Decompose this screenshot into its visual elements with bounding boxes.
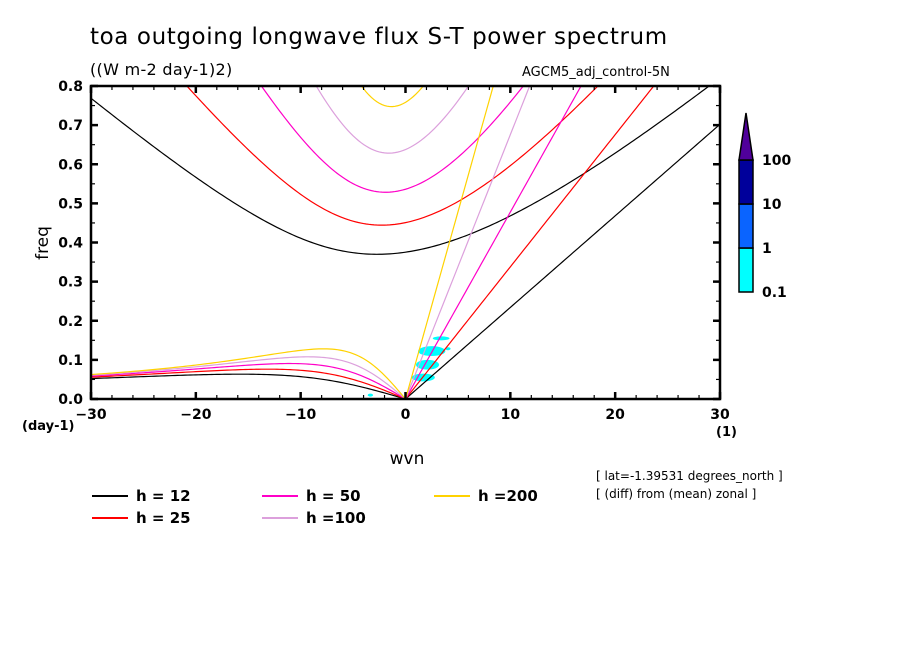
colorbar-label: 10 bbox=[762, 197, 782, 213]
colorbar-label: 1 bbox=[762, 241, 772, 257]
y-tick-label: 0.8 bbox=[58, 79, 83, 95]
kelvin-curve-h200 bbox=[404, 86, 494, 399]
kelvin-curve-h25 bbox=[405, 86, 655, 399]
kelvin-curve-h12 bbox=[405, 123, 720, 399]
y-tick-label: 0.7 bbox=[58, 118, 83, 134]
y-tick-label: 0.3 bbox=[58, 275, 83, 291]
y-axis-units: (day-1) bbox=[22, 419, 74, 434]
legend-label: h =200 bbox=[478, 487, 538, 505]
ig-curve-h25 bbox=[186, 86, 599, 226]
y-tick-label: 0.4 bbox=[58, 236, 83, 252]
axes bbox=[89, 84, 722, 401]
rossby-curve-h12 bbox=[91, 373, 406, 399]
tick-labels: −30 −20 −10 0 10 20 30 0.0 0.1 0.2 0.3 0.4 0.5 0.6 0.7… bbox=[58, 79, 730, 423]
colorbar-segment-1 bbox=[738, 203, 754, 249]
shaded-power-regions bbox=[367, 336, 451, 397]
x-tick-label: 20 bbox=[605, 407, 625, 423]
legend-item: h = 25 bbox=[92, 509, 191, 527]
rossby-curve-h25 bbox=[91, 368, 406, 399]
case-label: AGCM5_adj_control-5N bbox=[522, 65, 670, 80]
y-tick-label: 0.5 bbox=[58, 196, 83, 212]
dispersion-curves bbox=[91, 86, 720, 399]
kelvin-curve-h100 bbox=[404, 86, 531, 399]
colorbar-segment-2 bbox=[738, 159, 754, 205]
ig-curve-h50 bbox=[260, 86, 525, 193]
plot-frame bbox=[89, 84, 722, 401]
rossby-curve-h50 bbox=[91, 362, 406, 399]
kelvin-curve-h50 bbox=[404, 86, 582, 399]
x-axis-units: (1) bbox=[716, 425, 737, 440]
rossby-curve-h100 bbox=[91, 356, 406, 399]
y-tick-label: 0.2 bbox=[58, 314, 83, 330]
colorbar-label: 100 bbox=[762, 153, 791, 169]
x-tick-label: 30 bbox=[710, 407, 730, 423]
x-tick-label: −20 bbox=[180, 407, 211, 423]
y-tick-label: 0.6 bbox=[58, 157, 83, 173]
legend-label: h = 12 bbox=[136, 487, 191, 505]
ig-curve-h12 bbox=[91, 86, 711, 255]
x-axis-title: wvn bbox=[390, 449, 425, 469]
y-axis-title: freq bbox=[33, 226, 53, 260]
shaded-patch-0 bbox=[432, 336, 450, 341]
x-tick-label: −10 bbox=[285, 407, 316, 423]
annotation-latitude: [ lat=-1.39531 degrees_north ] bbox=[596, 469, 783, 483]
legend-item: h =200 bbox=[434, 487, 538, 505]
y-tick-label: 0.0 bbox=[58, 392, 83, 408]
shaded-patch-3 bbox=[415, 359, 440, 370]
colorbar-extend-arrow bbox=[738, 112, 754, 161]
x-tick-label: 10 bbox=[501, 407, 521, 423]
chart-units: ((W m-2 day-1)2) bbox=[90, 60, 233, 79]
x-tick-label: 0 bbox=[401, 407, 411, 423]
colorbar: 0.1 1 10 100 bbox=[738, 112, 791, 301]
x-tick-label: −30 bbox=[75, 407, 106, 423]
chart-title: toa outgoing longwave flux S-T power spe… bbox=[90, 24, 668, 50]
shaded-patch-5 bbox=[367, 393, 374, 397]
y-tick-label: 0.1 bbox=[58, 353, 83, 369]
legend-item: h = 50 bbox=[262, 487, 361, 505]
legend-item: h =100 bbox=[262, 509, 366, 527]
ig-curve-h200 bbox=[360, 86, 425, 108]
legend-item: h = 12 bbox=[92, 487, 191, 505]
colorbar-label: 0.1 bbox=[762, 285, 787, 301]
legend: h = 12 h = 25 h = 50 h =100 h =200 bbox=[92, 487, 538, 527]
legend-label: h = 25 bbox=[136, 509, 191, 527]
colorbar-segment-0 bbox=[738, 247, 754, 293]
rossby-curve-h200 bbox=[91, 348, 406, 399]
legend-label: h = 50 bbox=[306, 487, 361, 505]
annotation-diff: [ (diff) from (mean) zonal ] bbox=[596, 487, 756, 501]
ig-curve-h100 bbox=[315, 86, 470, 154]
legend-label: h =100 bbox=[306, 509, 366, 527]
